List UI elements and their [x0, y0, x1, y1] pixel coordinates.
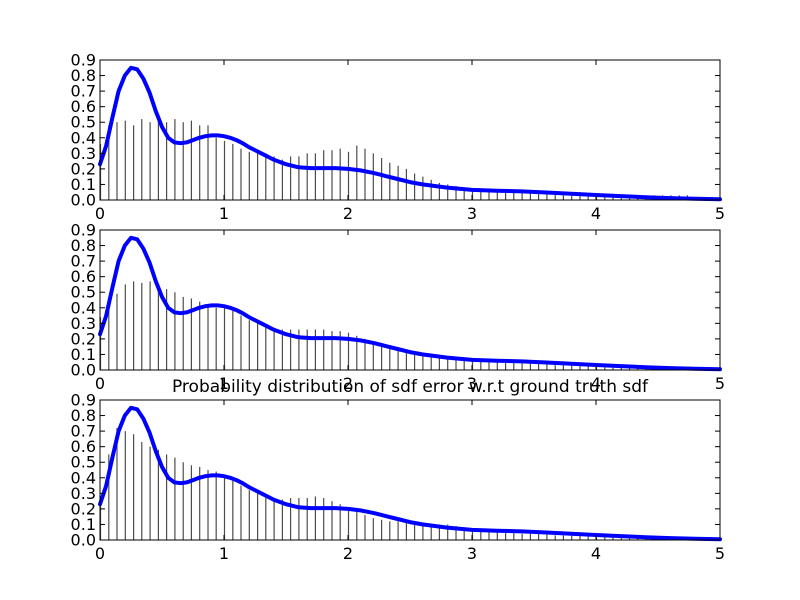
x-tick-label: 2 [343, 544, 353, 563]
x-tick-label: 1 [219, 374, 229, 393]
x-tick-label: 2 [343, 374, 353, 393]
x-tick-label: 4 [591, 544, 601, 563]
y-tick-label: 0.8 [71, 66, 96, 85]
subplot-bottom: 0.00.10.20.30.40.50.60.70.80.9 0 1 2 3 4 5 [71, 391, 726, 564]
y-tick-label: 0.7 [71, 422, 96, 441]
y-tick-label: 0.8 [71, 406, 96, 425]
axes-frame [99, 399, 721, 541]
axes-frame [99, 229, 721, 371]
x-tick-label: 5 [715, 374, 725, 393]
x-tick-label: 5 [715, 204, 725, 223]
y-tick-label: 0.6 [71, 267, 96, 286]
density-curve [98, 235, 722, 372]
y-tick-label: 0.3 [71, 144, 96, 163]
y-tick-label: 0.5 [71, 283, 96, 302]
y-tick-label: 0.1 [71, 515, 96, 534]
y-tick-label: 0.8 [71, 236, 96, 255]
y-tick-label: 0.3 [71, 484, 96, 503]
x-tick-label: 3 [467, 204, 477, 223]
y-tick-label: 0.9 [71, 221, 96, 240]
y-tick-label: 0.0 [71, 191, 96, 210]
y-tick-label: 0.0 [71, 361, 96, 380]
x-tick-label: 3 [467, 544, 477, 563]
x-tick-label: 3 [467, 374, 477, 393]
x-tick-label: 5 [715, 544, 725, 563]
y-tick-label: 0.5 [71, 113, 96, 132]
density-curve [98, 405, 722, 542]
chart-title: Probability distribution of sdf error w.… [172, 377, 649, 397]
y-tick-label: 0.4 [71, 468, 96, 487]
y-tick-label: 0.0 [71, 531, 96, 550]
y-tick-label: 0.6 [71, 437, 96, 456]
y-tick-label: 0.2 [71, 329, 96, 348]
y-tick-label: 0.7 [71, 82, 96, 101]
y-tick-label: 0.9 [71, 51, 96, 70]
x-tick-label: 2 [343, 204, 353, 223]
x-tick-label: 4 [591, 374, 601, 393]
y-tick-label: 0.2 [71, 499, 96, 518]
y-tick-label: 0.1 [71, 345, 96, 364]
x-tick-label: 1 [219, 544, 229, 563]
density-curve [98, 65, 722, 202]
y-tick-label: 0.4 [71, 298, 96, 317]
y-tick-label: 0.9 [71, 391, 96, 410]
y-tick-label: 0.5 [71, 453, 96, 472]
subplot-top: 0.00.10.20.30.40.50.60.70.80.9 0 1 2 3 4 5 [71, 51, 726, 224]
subplot-middle: 0.00.10.20.30.40.50.60.70.80.9 0 1 2 3 4 5 [71, 221, 726, 394]
x-tick-label: 0 [95, 204, 105, 223]
y-tick-label: 0.3 [71, 314, 96, 333]
x-tick-label: 0 [95, 544, 105, 563]
y-tick-label: 0.2 [71, 159, 96, 178]
x-tick-label: 4 [591, 204, 601, 223]
y-tick-label: 0.4 [71, 128, 96, 147]
y-tick-label: 0.6 [71, 97, 96, 116]
axes-frame [99, 59, 721, 201]
x-tick-label: 0 [95, 374, 105, 393]
x-tick-label: 1 [219, 204, 229, 223]
y-tick-label: 0.1 [71, 175, 96, 194]
y-tick-label: 0.7 [71, 252, 96, 271]
